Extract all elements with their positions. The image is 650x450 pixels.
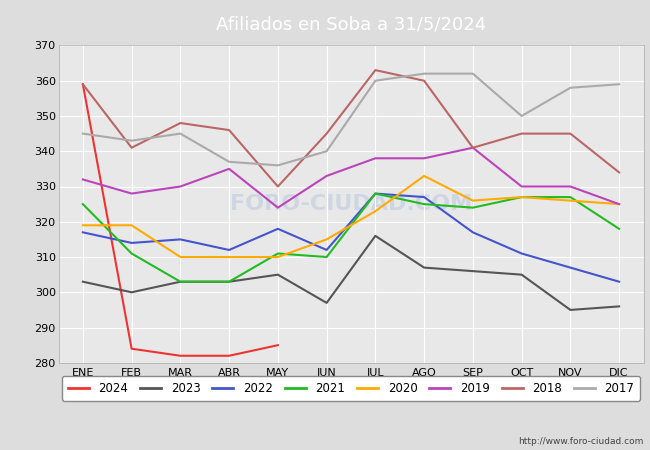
Text: http://www.foro-ciudad.com: http://www.foro-ciudad.com xyxy=(518,436,644,446)
Text: FORO-CIUDAD.COM: FORO-CIUDAD.COM xyxy=(230,194,472,214)
Legend: 2024, 2023, 2022, 2021, 2020, 2019, 2018, 2017: 2024, 2023, 2022, 2021, 2020, 2019, 2018… xyxy=(62,376,640,401)
Text: Afiliados en Soba a 31/5/2024: Afiliados en Soba a 31/5/2024 xyxy=(216,16,486,34)
